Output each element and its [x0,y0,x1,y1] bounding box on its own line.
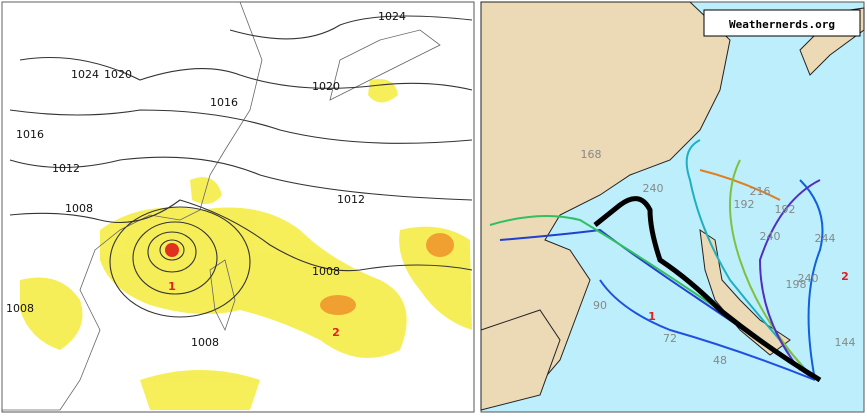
credit-box [703,9,861,37]
isobars [9,15,473,318]
storm-core [320,295,356,315]
isobar-label: 1008 [65,202,93,215]
land [480,1,731,411]
credit: Weathernerds.org [729,18,835,31]
isobar-label: 1012 [52,162,80,175]
isobar-label: 1020 [104,68,132,81]
isobar-label: 1012 [337,193,365,206]
isobar-label: 1016 [210,96,238,109]
track-label: 72 [663,332,677,345]
storm-marker: 2 [332,326,340,339]
coastline [329,29,441,101]
land [480,309,561,411]
storm-marker: 2 [841,270,849,283]
track-label: 90 [593,299,607,312]
isobar-label: 1008 [6,302,34,315]
track-label: 192 [775,203,796,216]
coastline [1,1,263,411]
track-label: 48 [713,354,727,367]
isobar-label: 1024 [378,10,406,23]
isobar-label: 1008 [191,336,219,349]
storm-marker: 1 [168,280,176,293]
storm-core [426,233,454,257]
track-label: 198 [786,278,807,291]
track-label: 192 [734,198,755,211]
coastline [209,259,236,332]
isobar-label: 1016 [16,128,44,141]
track-label: 168 [581,148,602,161]
right-map [480,1,865,413]
ensemble-tracks [489,139,824,383]
storm-marker: 1 [648,310,656,323]
track-label: 216 [750,185,771,198]
track-label: 240 [643,182,664,195]
storm-core [165,243,179,257]
isobar-label: 1008 [312,265,340,278]
left-map [1,1,475,413]
isobar-label: 1020 [312,80,340,93]
track-label: 240 [798,272,819,285]
mean-track [593,196,822,383]
track-label: 144 [835,336,856,349]
isobar-label: 1024 [71,68,99,81]
track-label: 240 [760,230,781,243]
track-label: 244 [815,232,836,245]
